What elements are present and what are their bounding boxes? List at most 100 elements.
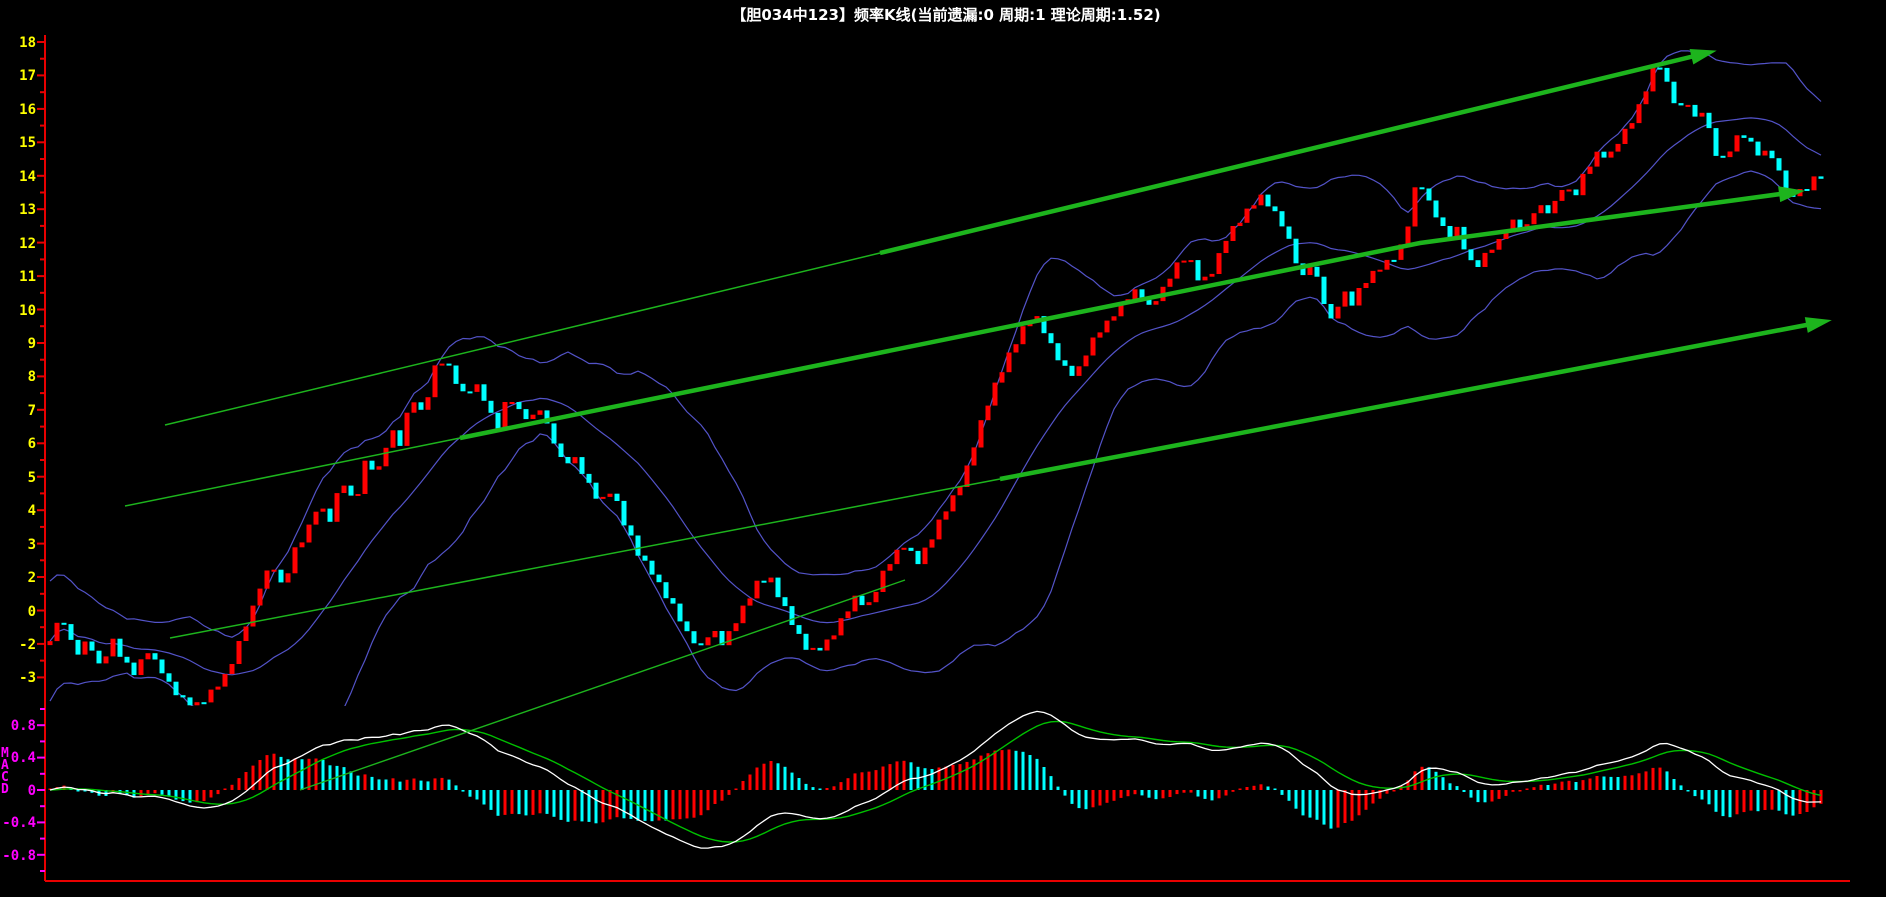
candle xyxy=(838,618,844,636)
price-label: 6 xyxy=(28,436,36,452)
macd-bar xyxy=(272,753,276,790)
macd-bar xyxy=(692,790,696,818)
macd-bar xyxy=(1112,790,1116,801)
macd-bar xyxy=(1014,750,1018,790)
price-label: 11 xyxy=(19,269,36,285)
candle xyxy=(1573,189,1579,196)
candle xyxy=(432,365,438,398)
macd-bar xyxy=(930,769,934,790)
candle xyxy=(271,569,277,572)
candle xyxy=(810,647,816,650)
macd-bar xyxy=(1231,790,1235,792)
macd-bar xyxy=(237,778,241,790)
macd-bar xyxy=(1448,783,1452,790)
macd-bar xyxy=(937,767,941,790)
macd-bar xyxy=(1742,790,1746,813)
macd-bar xyxy=(391,778,395,790)
macd-bar xyxy=(1343,790,1347,823)
macd-bar xyxy=(1567,780,1571,790)
macd-bar xyxy=(888,764,892,790)
candle xyxy=(677,603,683,622)
candle xyxy=(1538,205,1544,214)
candle xyxy=(915,550,921,565)
price-label: 15 xyxy=(19,135,36,151)
macd-bar xyxy=(1133,790,1137,795)
candle xyxy=(355,494,361,496)
dif-line xyxy=(49,710,1822,849)
macd-bar xyxy=(727,790,731,795)
candle xyxy=(299,542,305,548)
candle xyxy=(229,664,235,675)
macd-bar xyxy=(706,790,710,811)
macd-bar xyxy=(615,790,619,818)
macd-bar xyxy=(1574,782,1578,790)
macd-lines xyxy=(49,710,1822,849)
macd-bar xyxy=(62,785,66,790)
candle xyxy=(334,493,340,522)
macd-bar xyxy=(1525,788,1529,790)
macd-bar xyxy=(1560,781,1564,790)
candle xyxy=(558,443,564,457)
macd-bar xyxy=(594,790,598,824)
candle xyxy=(1475,260,1481,267)
macd-bar xyxy=(1483,790,1487,803)
macd-bar xyxy=(1609,776,1613,790)
price-label: 8 xyxy=(28,369,36,385)
macd-bar xyxy=(356,775,360,790)
candle xyxy=(341,485,347,493)
candle xyxy=(663,582,669,599)
price-label: 14 xyxy=(19,169,36,185)
macd-bar xyxy=(1476,790,1480,803)
macd-bar xyxy=(1777,790,1781,811)
candle xyxy=(243,626,249,641)
macd-bar xyxy=(1021,751,1025,790)
macd-bar xyxy=(405,779,409,790)
price-label: -3 xyxy=(19,670,36,686)
macd-bar xyxy=(573,790,577,821)
candle xyxy=(110,638,116,657)
candle xyxy=(509,402,515,404)
candle xyxy=(796,625,802,634)
candle xyxy=(880,570,886,592)
candle xyxy=(1482,252,1488,267)
price-label: 17 xyxy=(19,68,36,84)
candle xyxy=(1811,176,1817,191)
candle xyxy=(1216,253,1222,274)
macd-bar xyxy=(1182,790,1186,793)
candle xyxy=(292,547,298,574)
macd-bar xyxy=(1273,788,1277,790)
macd-bar xyxy=(566,790,570,822)
macd-bar xyxy=(321,760,325,790)
macd-bar xyxy=(1217,790,1221,799)
candle xyxy=(439,363,445,366)
candle xyxy=(817,647,823,651)
macd-bar xyxy=(846,778,850,790)
candle xyxy=(1503,232,1509,239)
macd-bar xyxy=(1665,771,1669,790)
candle xyxy=(208,689,214,703)
macd-bar xyxy=(552,790,556,817)
macd-bar xyxy=(1035,758,1039,790)
candle xyxy=(124,656,130,663)
macd-bar xyxy=(1287,790,1291,801)
macd-bar xyxy=(363,774,367,790)
macd-bar xyxy=(1315,790,1319,820)
macd-bar xyxy=(608,790,612,820)
macd-bar xyxy=(475,790,479,800)
candle xyxy=(1062,360,1068,366)
price-axis-labels: 18 17 16 15 14 13 12 11 10 9 8 7 6 5 4 3 2 0 -2 -3 xyxy=(19,35,36,686)
candle xyxy=(1055,343,1061,361)
candle xyxy=(145,653,151,660)
macd-bar xyxy=(790,772,794,790)
macd-label: 0.4 xyxy=(11,750,36,766)
candle xyxy=(1818,176,1824,179)
candle xyxy=(1741,135,1747,138)
macd-bar xyxy=(1294,790,1298,809)
macd-bar xyxy=(1546,785,1550,790)
candle xyxy=(964,465,970,487)
candle xyxy=(495,412,501,429)
candle xyxy=(481,384,487,401)
macd-bar xyxy=(825,788,829,790)
candle xyxy=(1048,333,1054,344)
